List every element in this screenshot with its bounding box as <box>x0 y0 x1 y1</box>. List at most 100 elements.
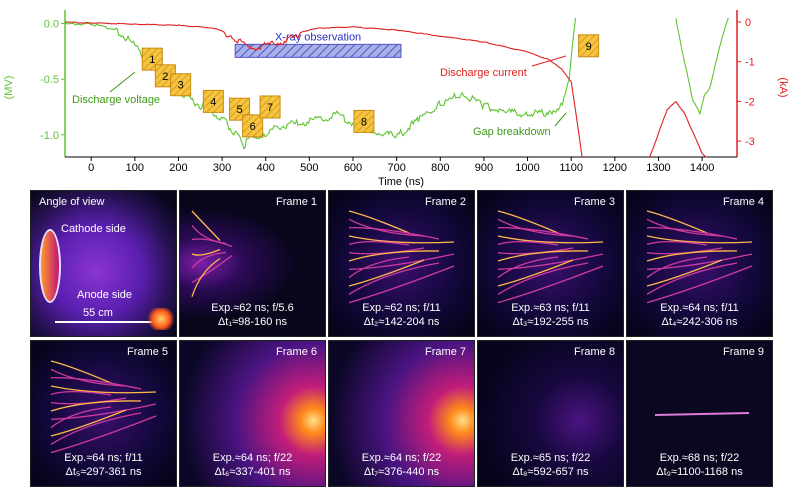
streamer-stroke <box>348 259 425 287</box>
frame-marker-6 <box>242 114 264 138</box>
x-tick-label: 600 <box>344 162 362 174</box>
streamer-stroke <box>348 241 410 246</box>
streamer-stroke <box>191 254 233 284</box>
streamer-stroke <box>50 377 142 390</box>
y-right-axis-title: (kA) <box>777 77 789 97</box>
frame-panel: Frame 9 Exp.≈68 ns; f/22 Δt₉≈1100-1168 ns <box>626 340 773 487</box>
y-left-tick-label: -0.5 <box>40 74 59 86</box>
streamer-stroke <box>348 250 440 262</box>
panel-title: Angle of view <box>39 196 105 208</box>
streamer-stroke <box>50 368 127 387</box>
scale-label: 55 cm <box>83 307 113 319</box>
streamer-stroke <box>348 256 410 279</box>
panel-exposure: Exp.≈64 ns; f/11 <box>64 452 143 464</box>
panel-title: Frame 2 <box>425 196 466 208</box>
panel-title: Frame 9 <box>723 346 764 358</box>
frame-marker-7 <box>259 95 281 119</box>
frame-marker-label: 8 <box>361 116 367 128</box>
streamer-stroke <box>191 238 233 248</box>
streamer-stroke <box>646 241 708 246</box>
streamer-image <box>329 341 474 486</box>
streamer-image <box>654 412 750 416</box>
cathode-label: Cathode side <box>61 223 126 235</box>
frame-marker-label: 7 <box>267 102 273 114</box>
series-line-3 <box>649 100 707 158</box>
x-tick-label: 500 <box>300 162 318 174</box>
streamer-image <box>348 210 455 304</box>
streamer-image <box>50 360 157 454</box>
voltage-arrow <box>109 71 136 93</box>
y-right-tick-label: -2 <box>745 96 755 108</box>
streamer-stroke <box>191 248 221 256</box>
y-left-tick-label: 0.0 <box>44 19 59 31</box>
streamer-image <box>191 210 233 297</box>
frame-marker-3 <box>170 73 192 97</box>
panel-title: Frame 6 <box>276 346 317 358</box>
discharge-chart: 0 100 200 300 400 500 600 700 800 900 1000 1100 1200… <box>3 10 789 188</box>
streamer-stroke <box>50 391 112 396</box>
streamer-stroke <box>497 235 604 244</box>
streamer-stroke <box>497 256 559 279</box>
streamer-image <box>478 341 623 486</box>
streamer-stroke <box>348 253 455 270</box>
y-right-tick-label: 0 <box>745 17 751 29</box>
streamer-stroke <box>646 210 708 234</box>
streamer-stroke <box>646 265 753 304</box>
streamer-stroke <box>348 227 440 240</box>
x-tick-label: 200 <box>169 162 187 174</box>
streamer-stroke <box>646 256 708 279</box>
frame-panel: Frame 2 Exp.≈62 ns; f/11 Δt₂≈142-204 ns <box>328 190 475 337</box>
x-tick-label: 1400 <box>690 162 714 174</box>
anode-label: Anode side <box>77 289 133 301</box>
streamer-stroke <box>348 235 455 244</box>
frame-panel: Frame 3 Exp.≈63 ns; f/11 Δt₃≈192-255 ns <box>477 190 624 337</box>
frame-panel: Frame 6 Exp.≈64 ns; f/22 Δt₆≈337-401 ns <box>179 340 326 487</box>
panel-title: Frame 4 <box>723 196 764 208</box>
panel-image <box>180 341 325 486</box>
anode-glow <box>148 308 174 330</box>
panel-time-window: Δt₉≈1100-1168 ns <box>656 466 743 478</box>
panel-title: Frame 5 <box>127 346 168 358</box>
frame-marker-8 <box>353 109 375 133</box>
panel-exposure: Exp.≈64 ns; f/22 <box>212 452 293 464</box>
streamer-stroke <box>50 403 157 420</box>
frame-marker-label: 5 <box>236 104 242 116</box>
frame-panel: Frame 4 Exp.≈64 ns; f/11 Δt₄≈242-306 ns <box>626 190 773 337</box>
frame-marker-9 <box>578 34 600 58</box>
streamer-stroke <box>646 235 753 244</box>
panel-exposure: Exp.≈68 ns; f/22 <box>659 452 740 464</box>
x-tick-label: 300 <box>213 162 231 174</box>
frame-panel: Frame 7 Exp.≈64 ns; f/22 Δt₇≈376-440 ns <box>328 340 475 487</box>
streamer-stroke <box>348 265 455 304</box>
streamer-stroke <box>50 415 157 454</box>
breakdown-arrow <box>554 112 567 127</box>
frame-panel: Frame 1 Exp.≈62 ns; f/5.6 Δt₁≈98-160 ns <box>179 190 326 337</box>
streamer-image <box>646 210 753 304</box>
panel-exposure: Exp.≈64 ns; f/22 <box>361 452 442 464</box>
frame-marker-label: 1 <box>149 54 155 66</box>
panel-title: Frame 1 <box>276 196 317 208</box>
panel-time-window: Δt₂≈142-204 ns <box>363 316 440 328</box>
panel-exposure: Exp.≈65 ns; f/22 <box>510 452 591 464</box>
x-tick-label: 1100 <box>559 162 583 174</box>
frame-marker-label: 4 <box>210 96 216 108</box>
streamer-stroke <box>50 412 142 445</box>
scale-bar <box>55 321 155 323</box>
streamer-stroke <box>191 210 221 241</box>
frame-marker-label: 2 <box>162 71 168 83</box>
xray-observation-bar <box>234 43 402 58</box>
breakdown-annotation: Gap breakdown <box>473 126 551 138</box>
streamer-stroke <box>497 210 559 234</box>
y-left-tick-label: -1.0 <box>40 130 59 142</box>
cathode-ring-icon <box>39 229 61 303</box>
streamer-stroke <box>497 265 604 304</box>
streamer-stroke <box>646 253 753 270</box>
streamer-stroke <box>646 259 723 287</box>
frame-panel: Angle of view Cathode side Anode side 55 cm <box>30 190 177 337</box>
streamer-stroke <box>646 250 738 262</box>
x-tick-label: 1000 <box>515 162 539 174</box>
streamer-stroke <box>646 262 738 295</box>
x-tick-label: 400 <box>257 162 275 174</box>
x-tick-label: 100 <box>126 162 144 174</box>
y-left-axis-title: (MV) <box>3 76 15 100</box>
